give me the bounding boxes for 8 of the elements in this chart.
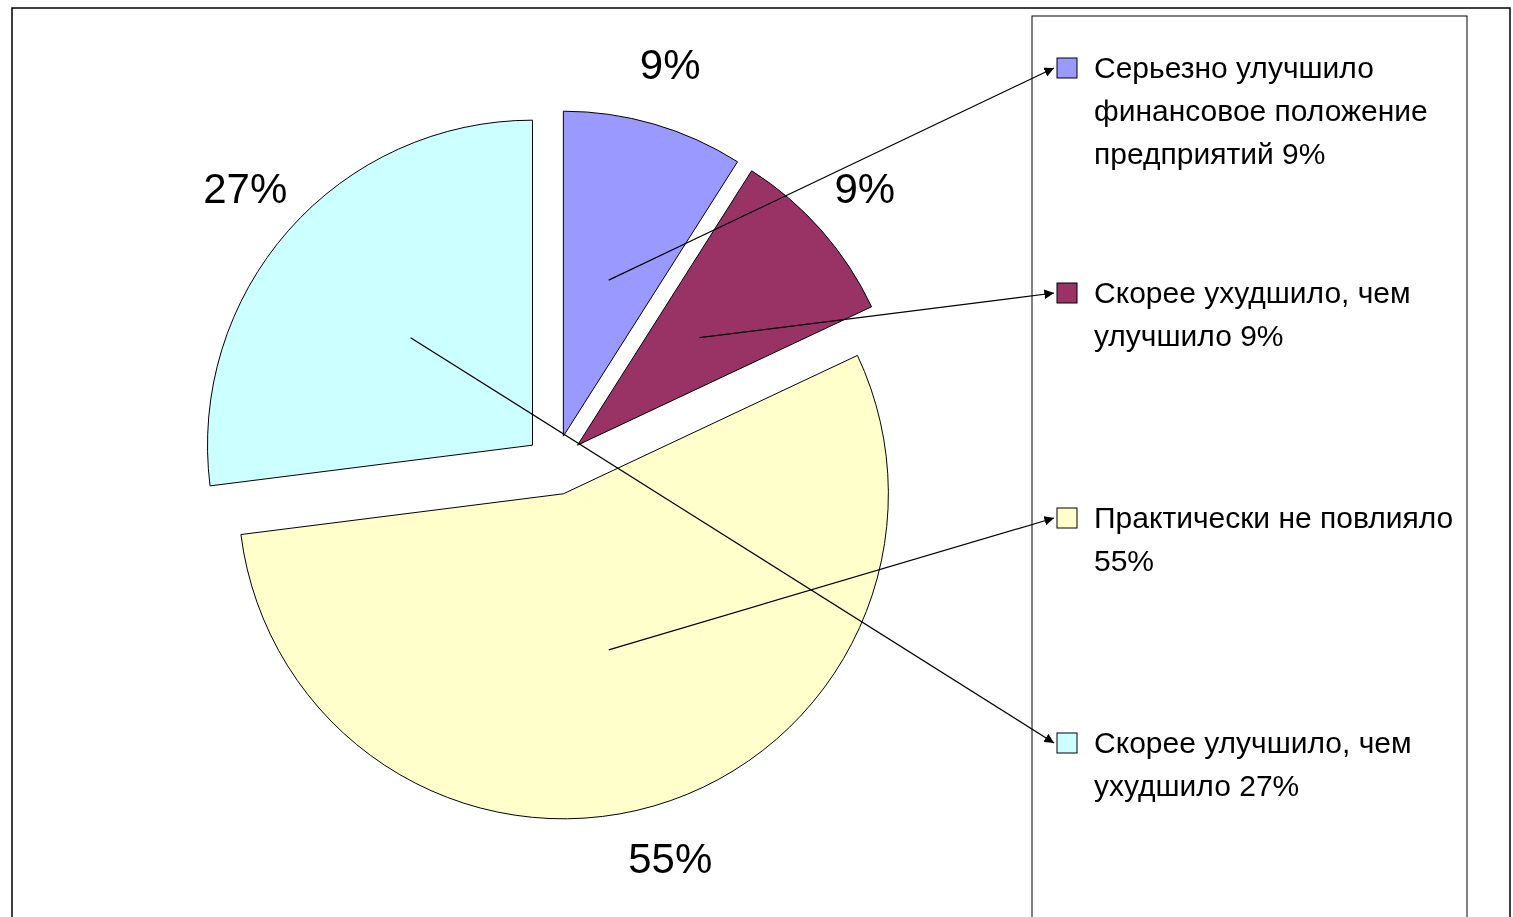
data-label: 9% xyxy=(834,164,896,212)
legend-label: Скорее ухудшило, чем улучшило 9% xyxy=(1094,276,1411,352)
data-label: 55% xyxy=(628,834,713,882)
legend-label: Скорее улучшило, чем ухудшило 27% xyxy=(1094,726,1412,802)
data-label: 27% xyxy=(203,164,288,212)
legend-label: Серьезно улучшило финансовое положение предприятий 9% xyxy=(1094,51,1428,170)
data-label: 9% xyxy=(639,41,701,89)
legend-label: Практически не повлияло 55% xyxy=(1094,501,1454,577)
